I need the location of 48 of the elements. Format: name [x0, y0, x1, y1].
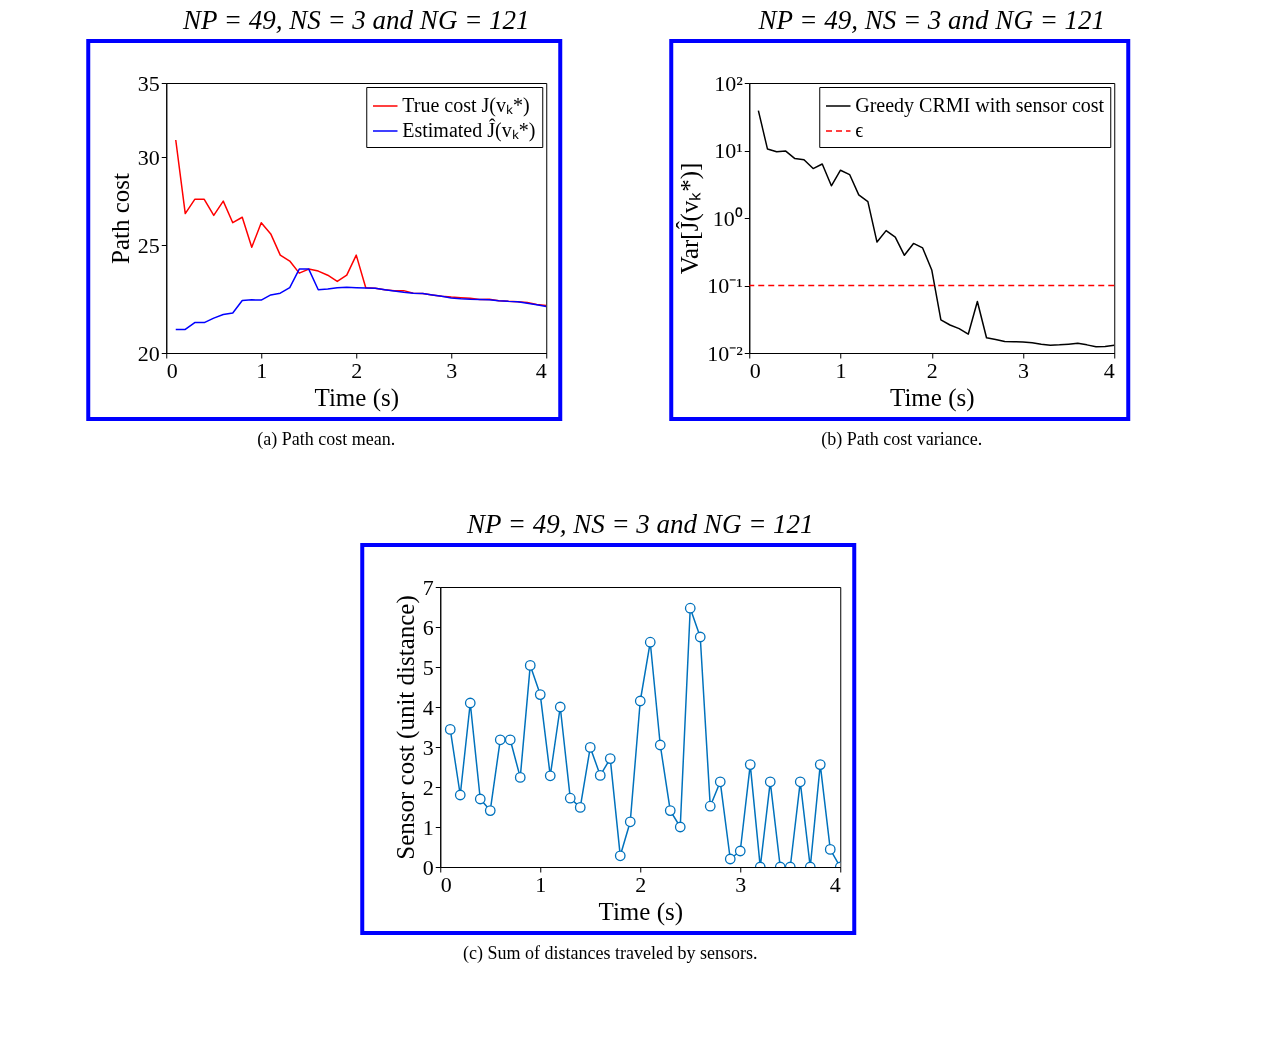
x-tick-label: 0 — [440, 871, 452, 897]
y-tick-label: 10² — [714, 70, 744, 96]
legend-label: ϵ — [855, 119, 864, 141]
text: (b) Path cost variance. — [821, 429, 983, 450]
y-tick-label: 4 — [422, 694, 434, 720]
y-axis-title: Var[Ĵ(vₖ*)] — [676, 162, 705, 275]
y-tick-label: 7 — [422, 574, 434, 600]
x-axis-title: Time (s) — [598, 897, 684, 926]
legend-label: Estimated Ĵ(vₖ*) — [402, 118, 536, 142]
x-tick-label: 4 — [535, 357, 547, 383]
x-tick-label: 1 — [835, 357, 847, 383]
chart-title: NP = 49, NS = 3 and NG = 121 — [465, 509, 814, 539]
x-tick-label: 3 — [446, 357, 458, 383]
y-axis-title: Path cost — [106, 172, 134, 264]
x-tick-label: 2 — [635, 871, 647, 897]
legend-label: True cost J(vₖ*) — [402, 94, 530, 117]
y-axis-title: Sensor cost (unit distance) — [391, 595, 420, 860]
x-tick-label: 1 — [256, 357, 268, 383]
y-tick-label: 20 — [137, 340, 160, 366]
line-series — [175, 268, 547, 331]
text: (a) Path cost mean. — [257, 429, 396, 450]
y-tick-label: 3 — [422, 734, 434, 760]
x-tick-label: 0 — [749, 357, 761, 383]
y-tick-label: 35 — [137, 70, 160, 96]
y-tick-label: 6 — [422, 614, 434, 640]
x-tick-label: 3 — [1018, 357, 1029, 383]
legend-label: Greedy CRMI with sensor cost — [855, 94, 1105, 117]
text: (c) Sum of distances traveled by sensors. — [463, 943, 758, 964]
y-tick-label: 30 — [137, 144, 160, 170]
y-tick-label: 10⁻² — [707, 340, 744, 366]
x-axis-title: Time (s) — [314, 383, 400, 412]
x-tick-label: 2 — [351, 357, 363, 383]
x-tick-label: 0 — [166, 357, 178, 383]
x-tick-label: 1 — [535, 871, 547, 897]
chart-title: NP = 49, NS = 3 and NG = 121 — [757, 5, 1106, 35]
y-tick-label: 5 — [422, 654, 434, 680]
y-tick-label: 2 — [422, 774, 434, 800]
x-tick-label: 4 — [1103, 357, 1115, 383]
y-tick-label: 10¹ — [714, 138, 743, 163]
y-tick-label: 1 — [422, 814, 434, 840]
y-tick-label: 10⁰ — [712, 205, 743, 231]
x-axis-title: Time (s) — [889, 383, 975, 412]
x-tick-label: 4 — [829, 871, 841, 897]
y-tick-label: 10⁻¹ — [707, 273, 743, 298]
y-tick-label: 0 — [422, 854, 434, 880]
y-tick-label: 25 — [137, 232, 160, 258]
x-tick-label: 2 — [926, 357, 938, 383]
chart-title: NP = 49, NS = 3 and NG = 121 — [181, 5, 530, 35]
